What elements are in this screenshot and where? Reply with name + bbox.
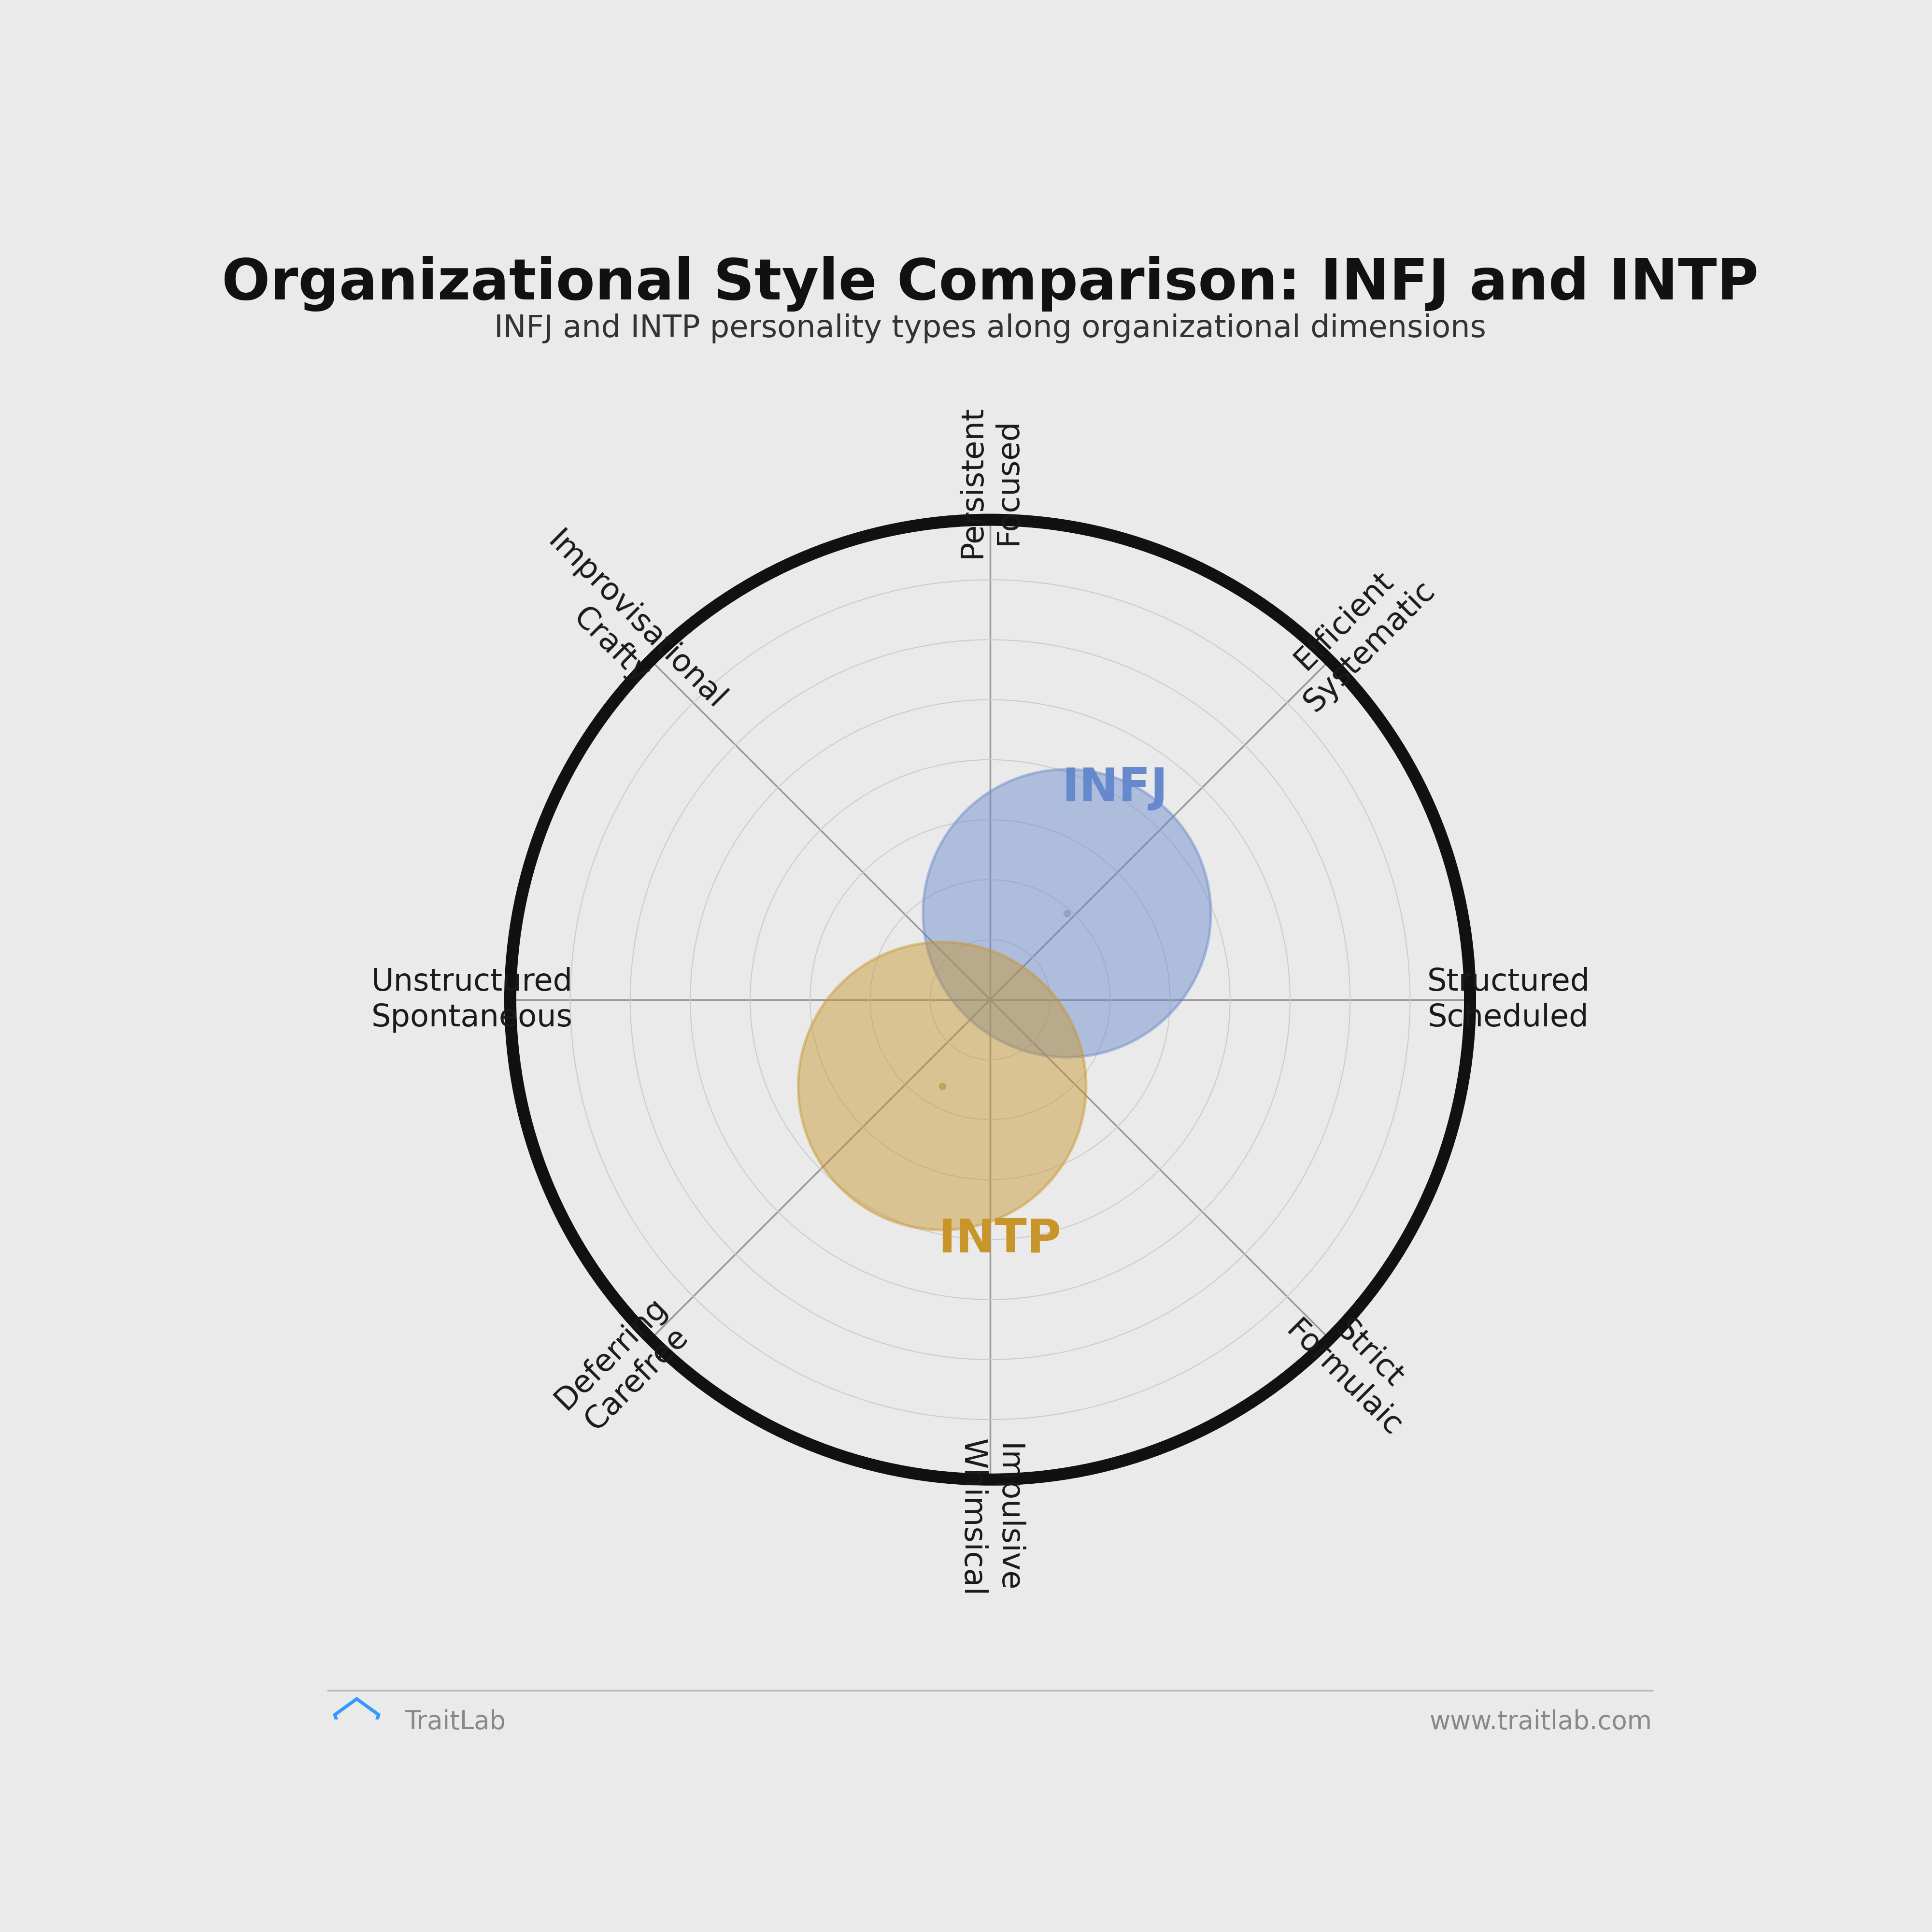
Text: Efficient
Systematic: Efficient Systematic [1273, 549, 1441, 717]
Text: Strict
Formulaic: Strict Formulaic [1281, 1291, 1434, 1443]
Text: www.traitlab.com: www.traitlab.com [1430, 1710, 1652, 1735]
Text: INFJ and INTP personality types along organizational dimensions: INFJ and INTP personality types along or… [495, 313, 1486, 344]
Text: Unstructured
Spontaneous: Unstructured Spontaneous [371, 966, 572, 1032]
Text: Organizational Style Comparison: INFJ and INTP: Organizational Style Comparison: INFJ an… [222, 255, 1758, 311]
Text: Deferring
Carefree: Deferring Carefree [549, 1293, 697, 1441]
Text: Impulsive
Whimsical: Impulsive Whimsical [956, 1439, 1024, 1596]
Text: Improvisational
Crafty: Improvisational Crafty [516, 526, 730, 740]
Text: TraitLab: TraitLab [404, 1710, 506, 1735]
Circle shape [798, 943, 1086, 1231]
Text: INTP: INTP [939, 1217, 1061, 1262]
Circle shape [923, 769, 1211, 1057]
Text: Persistent
Focused: Persistent Focused [956, 406, 1024, 558]
Text: INFJ: INFJ [1063, 767, 1169, 811]
Text: Structured
Scheduled: Structured Scheduled [1428, 966, 1590, 1032]
